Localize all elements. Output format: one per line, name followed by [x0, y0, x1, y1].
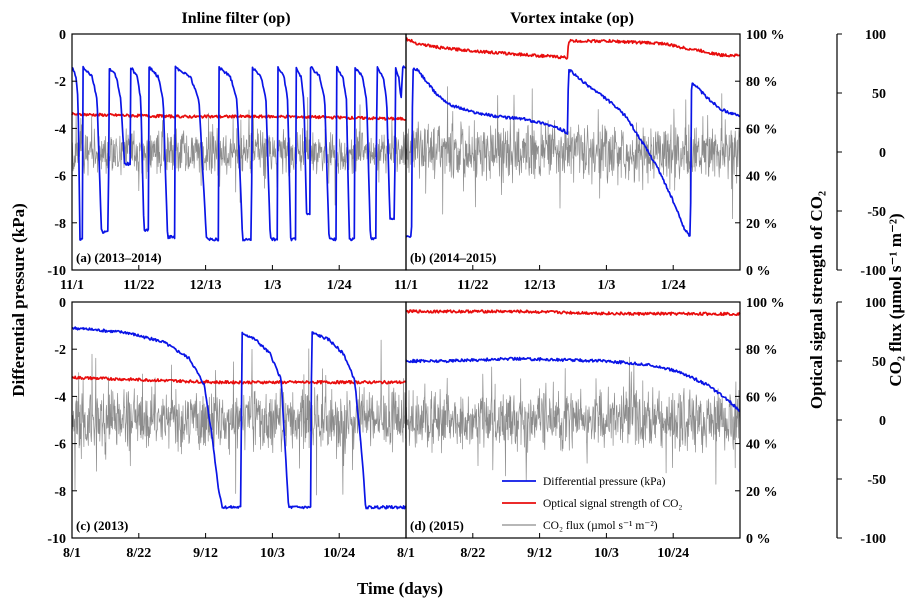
- panel-label-d: (d) (2015): [410, 518, 464, 533]
- series-pressure-line-d: [405, 356, 741, 413]
- x-tick-label: 11/1: [60, 278, 84, 293]
- x-tick-label: 8/1: [397, 546, 415, 561]
- y-tick-label-signal: 0 %: [746, 532, 771, 547]
- axes-layer: 11/1 11/22 12/13 1/3 1/24 0 -2 -4 -6 -8 -10 (a) (20…: [47, 28, 886, 561]
- panel-label-a: (a) (2013–2014): [76, 250, 162, 265]
- x-tick-label: 1/24: [327, 278, 352, 293]
- y-tick-label-pressure: -10: [47, 532, 66, 547]
- series-pressure-line-b: [405, 67, 741, 239]
- y-tick-label-signal: 0 %: [746, 264, 771, 279]
- y-tick-label-pressure: -2: [54, 75, 66, 90]
- y-tick-label-flux: -100: [860, 532, 886, 547]
- x-tick-label: 9/12: [527, 546, 552, 561]
- plot-frame-d: [405, 301, 741, 539]
- series-flux-line-d: [405, 356, 741, 485]
- y-tick-label-signal: 40 %: [746, 170, 778, 185]
- y-tick-label-signal: 80 %: [746, 75, 778, 90]
- legend-label-pressure: Differential pressure (kPa): [543, 476, 666, 488]
- panel-label-c: (c) (2013): [76, 518, 128, 533]
- y-tick-label-flux: -50: [867, 473, 886, 488]
- series-signal-line-b: [405, 37, 741, 60]
- y-tick-label-pressure: 0: [59, 296, 66, 311]
- column-title-inline-filter: Inline filter (op): [181, 10, 290, 27]
- y-tick-label-signal: 20 %: [746, 217, 778, 232]
- x-tick-label: 10/24: [323, 546, 355, 561]
- series-pressure-line-c: [71, 326, 407, 510]
- panel-label-b: (b) (2014–2015): [410, 250, 496, 265]
- y-tick-label-flux: 0: [879, 146, 886, 161]
- y-tick-label-pressure: -2: [54, 343, 66, 358]
- x-axis-title: Time (days): [357, 579, 443, 598]
- x-tick-label: 11/1: [394, 278, 418, 293]
- x-tick-label: 8/22: [460, 546, 485, 561]
- y-tick-label-signal: 20 %: [746, 485, 778, 500]
- y-tick-label-pressure: 0: [59, 28, 66, 43]
- x-tick-label: 1/24: [661, 278, 686, 293]
- y-tick-label-flux: 0: [879, 414, 886, 429]
- y-tick-label-pressure: -8: [54, 485, 66, 500]
- y-tick-label-signal: 60 %: [746, 390, 778, 405]
- x-tick-label: 9/12: [193, 546, 218, 561]
- series-signal-line-a: [71, 112, 407, 121]
- y-tick-label-signal: 80 %: [746, 343, 778, 358]
- plots-layer: [71, 37, 741, 510]
- y-tick-label-flux: 50: [872, 355, 886, 370]
- x-tick-label: 12/13: [524, 278, 556, 293]
- x-tick-label: 11/22: [123, 278, 154, 293]
- y-tick-label-pressure: -6: [54, 438, 66, 453]
- x-tick-label: 10/3: [594, 546, 619, 561]
- legend-label-flux: CO₂ flux (µmol s⁻¹ m⁻²): [543, 520, 658, 532]
- legend: Differential pressure (kPa) Optical sign…: [502, 476, 682, 532]
- x-tick-label: 1/3: [263, 278, 281, 293]
- y-tick-label-flux: 50: [872, 87, 886, 102]
- y-tick-label-pressure: -8: [54, 217, 66, 232]
- y-tick-label-signal: 100 %: [746, 296, 785, 311]
- series-signal-line-c: [71, 375, 407, 385]
- y-tick-label-flux: -100: [860, 264, 886, 279]
- y-axis-title-co2-flux: CO₂ flux (µmol s⁻¹ m⁻²): [886, 213, 905, 386]
- y-axis-title-differential-pressure: Differential pressure (kPa): [9, 203, 28, 397]
- x-tick-label: 8/22: [126, 546, 151, 561]
- y-tick-label-pressure: -6: [54, 170, 66, 185]
- x-tick-label: 10/24: [657, 546, 689, 561]
- x-tick-label: 8/1: [63, 546, 81, 561]
- y-tick-label-flux: 100: [865, 296, 886, 311]
- y-tick-label-pressure: -10: [47, 264, 66, 279]
- series-flux-line-c: [71, 339, 407, 496]
- series-flux-line-b: [405, 86, 741, 220]
- plot-frame-b: [405, 33, 741, 271]
- y-tick-label-signal: 40 %: [746, 438, 778, 453]
- series-pressure-line-a: [71, 65, 407, 242]
- x-tick-label: 11/22: [457, 278, 488, 293]
- y-tick-label-pressure: -4: [54, 390, 66, 405]
- x-tick-label: 10/3: [260, 546, 285, 561]
- x-tick-label: 12/13: [190, 278, 222, 293]
- legend-label-signal: Optical signal strength of CO₂: [543, 498, 682, 510]
- y-tick-label-signal: 60 %: [746, 122, 778, 137]
- y-tick-label-signal: 100 %: [746, 28, 785, 43]
- y-axis-title-optical-signal: Optical signal strength of CO₂: [807, 191, 826, 409]
- column-title-vortex-intake: Vortex intake (op): [510, 10, 634, 27]
- y-tick-label-pressure: -4: [54, 122, 66, 137]
- y-tick-label-flux: -50: [867, 205, 886, 220]
- x-tick-label: 1/3: [597, 278, 615, 293]
- series-signal-line-d: [405, 309, 741, 317]
- y-tick-label-flux: 100: [865, 28, 886, 43]
